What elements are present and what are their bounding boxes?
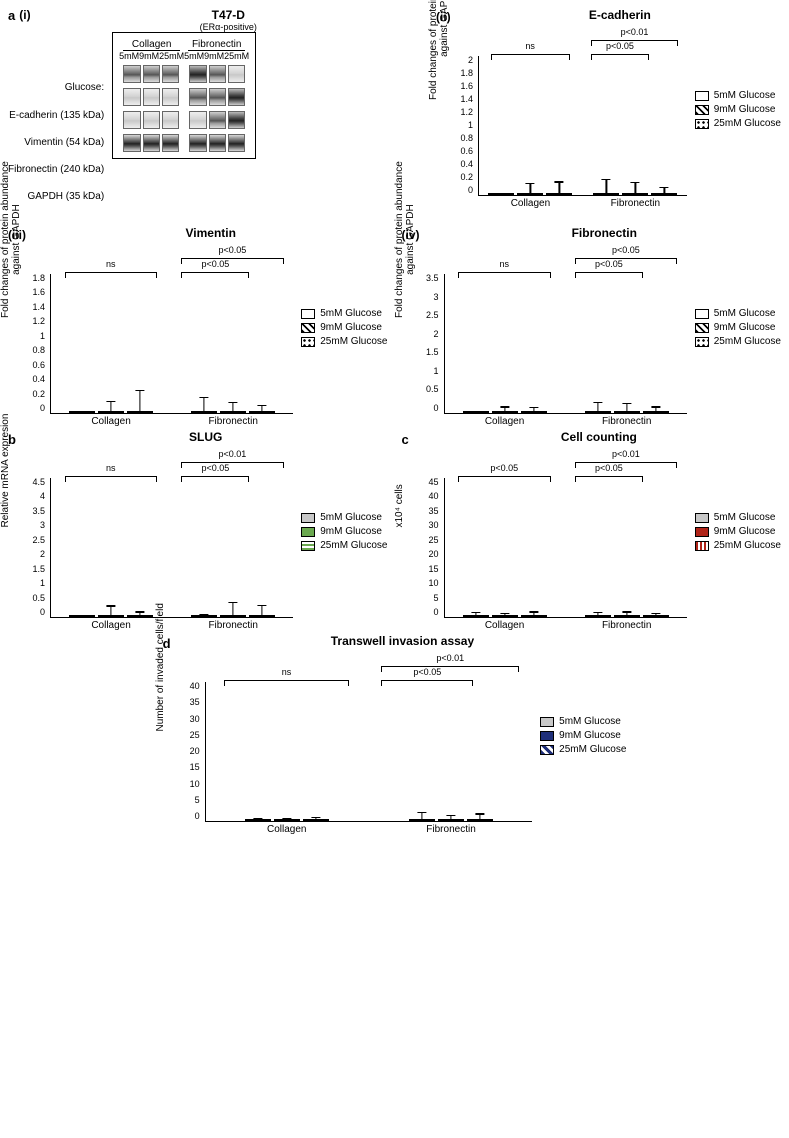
legend-item: 9mM Glucose — [540, 730, 626, 741]
x-category: Fibronectin — [573, 413, 681, 427]
legend-item: 25mM Glucose — [695, 336, 781, 347]
gluc: 9mM — [139, 51, 159, 61]
chart-slug: Relative mRNA expresionnsp<0.05p<0.014.5… — [8, 448, 293, 618]
chart-title: SLUG — [24, 430, 388, 444]
gluc: 5mM — [119, 51, 139, 61]
sig-label: p<0.01 — [181, 449, 283, 459]
chart-e-cadherin: Fold changes of protein abundance agains… — [436, 26, 687, 196]
sig-label: ns — [65, 463, 157, 473]
legend-item: 5mM Glucose — [695, 512, 781, 523]
chart-title: Vimentin — [34, 226, 388, 240]
sig-label: p<0.01 — [591, 27, 679, 37]
sig-label: ns — [65, 259, 157, 269]
legend-item: 25mM Glucose — [695, 118, 781, 129]
legend: 5mM Glucose 9mM Glucose 25mM Glucose — [301, 308, 387, 350]
legend-item: 9mM Glucose — [301, 526, 387, 537]
sig-label: p<0.05 — [181, 245, 283, 255]
x-category: Collagen — [451, 413, 559, 427]
sig-label: p<0.01 — [381, 653, 519, 663]
legend: 5mM Glucose 9mM Glucose 25mM Glucose — [695, 512, 781, 554]
legend: 5mM Glucose 9mM Glucose 25mM Glucose — [695, 90, 781, 132]
legend-item: 9mM Glucose — [695, 322, 781, 333]
legend-item: 25mM Glucose — [301, 540, 387, 551]
gluc: 25mM — [159, 51, 184, 61]
protein-row: Vimentin (54 kDa) — [8, 129, 104, 156]
legend-item: 5mM Glucose — [540, 716, 626, 727]
matrix-collagen: Collagen — [123, 39, 180, 51]
chart-cell-counting: x10⁴ cellsp<0.05p<0.05p<0.01454035302520… — [402, 448, 687, 618]
legend-item: 5mM Glucose — [301, 308, 387, 319]
panel-c-label: c — [402, 432, 409, 447]
x-category: Collagen — [57, 413, 165, 427]
legend-item: 5mM Glucose — [695, 308, 781, 319]
chart-vimentin: Fold changes of protein abundance agains… — [8, 244, 293, 414]
legend-item: 25mM Glucose — [540, 744, 626, 755]
legend: 5mM Glucose 9mM Glucose 25mM Glucose — [540, 716, 626, 758]
chart-title: Fibronectin — [428, 226, 782, 240]
x-category: Collagen — [451, 617, 559, 631]
legend: 5mM Glucose 9mM Glucose 25mM Glucose — [301, 512, 387, 554]
gluc: 25mM — [224, 51, 249, 61]
sig-label: ns — [458, 259, 550, 269]
x-category: Collagen — [212, 821, 362, 835]
legend-item: 25mM Glucose — [301, 336, 387, 347]
legend-item: 25mM Glucose — [695, 540, 781, 551]
gluc: 5mM — [184, 51, 204, 61]
panel-a-label: a — [8, 8, 15, 23]
legend-item: 9mM Glucose — [695, 526, 781, 537]
protein-row: GAPDH (35 kDa) — [8, 183, 104, 210]
glucose-label: Glucose: — [8, 82, 104, 94]
cell-line-sub: (ERα-positive) — [35, 22, 422, 32]
x-category: Fibronectin — [376, 821, 526, 835]
legend-item: 9mM Glucose — [695, 104, 781, 115]
sig-label: ns — [224, 667, 348, 677]
sig-label: p<0.01 — [575, 449, 677, 459]
chart-fibronectin: Fold changes of protein abundance agains… — [402, 244, 687, 414]
x-category: Collagen — [485, 195, 576, 209]
x-category: Fibronectin — [573, 617, 681, 631]
western-blot: Glucose: E-cadherin (135 kDa) Vimentin (… — [8, 32, 422, 210]
panel-a-i-label: (i) — [19, 8, 30, 22]
chart-title: E-cadherin — [459, 8, 781, 22]
sig-label: p<0.05 — [458, 463, 550, 473]
legend-item: 9mM Glucose — [301, 322, 387, 333]
sig-label: ns — [491, 41, 570, 51]
gluc: 9mM — [204, 51, 224, 61]
chart-title: Cell counting — [417, 430, 781, 444]
legend: 5mM Glucose 9mM Glucose 25mM Glucose — [695, 308, 781, 350]
matrix-fibronectin: Fibronectin — [188, 39, 245, 51]
sig-label: p<0.05 — [575, 245, 677, 255]
x-category: Fibronectin — [179, 413, 287, 427]
x-category: Fibronectin — [179, 617, 287, 631]
protein-row: E-cadherin (135 kDa) — [8, 102, 104, 129]
chart-title: Transwell invasion assay — [179, 634, 627, 648]
x-category: Collagen — [57, 617, 165, 631]
protein-row: Fibronectin (240 kDa) — [8, 156, 104, 183]
cell-line: T47-D — [35, 8, 422, 22]
legend-item: 5mM Glucose — [695, 90, 781, 101]
x-category: Fibronectin — [590, 195, 681, 209]
legend-item: 5mM Glucose — [301, 512, 387, 523]
chart-transwell: Number of invaded cells/fieldnsp<0.05p<0… — [163, 652, 533, 822]
